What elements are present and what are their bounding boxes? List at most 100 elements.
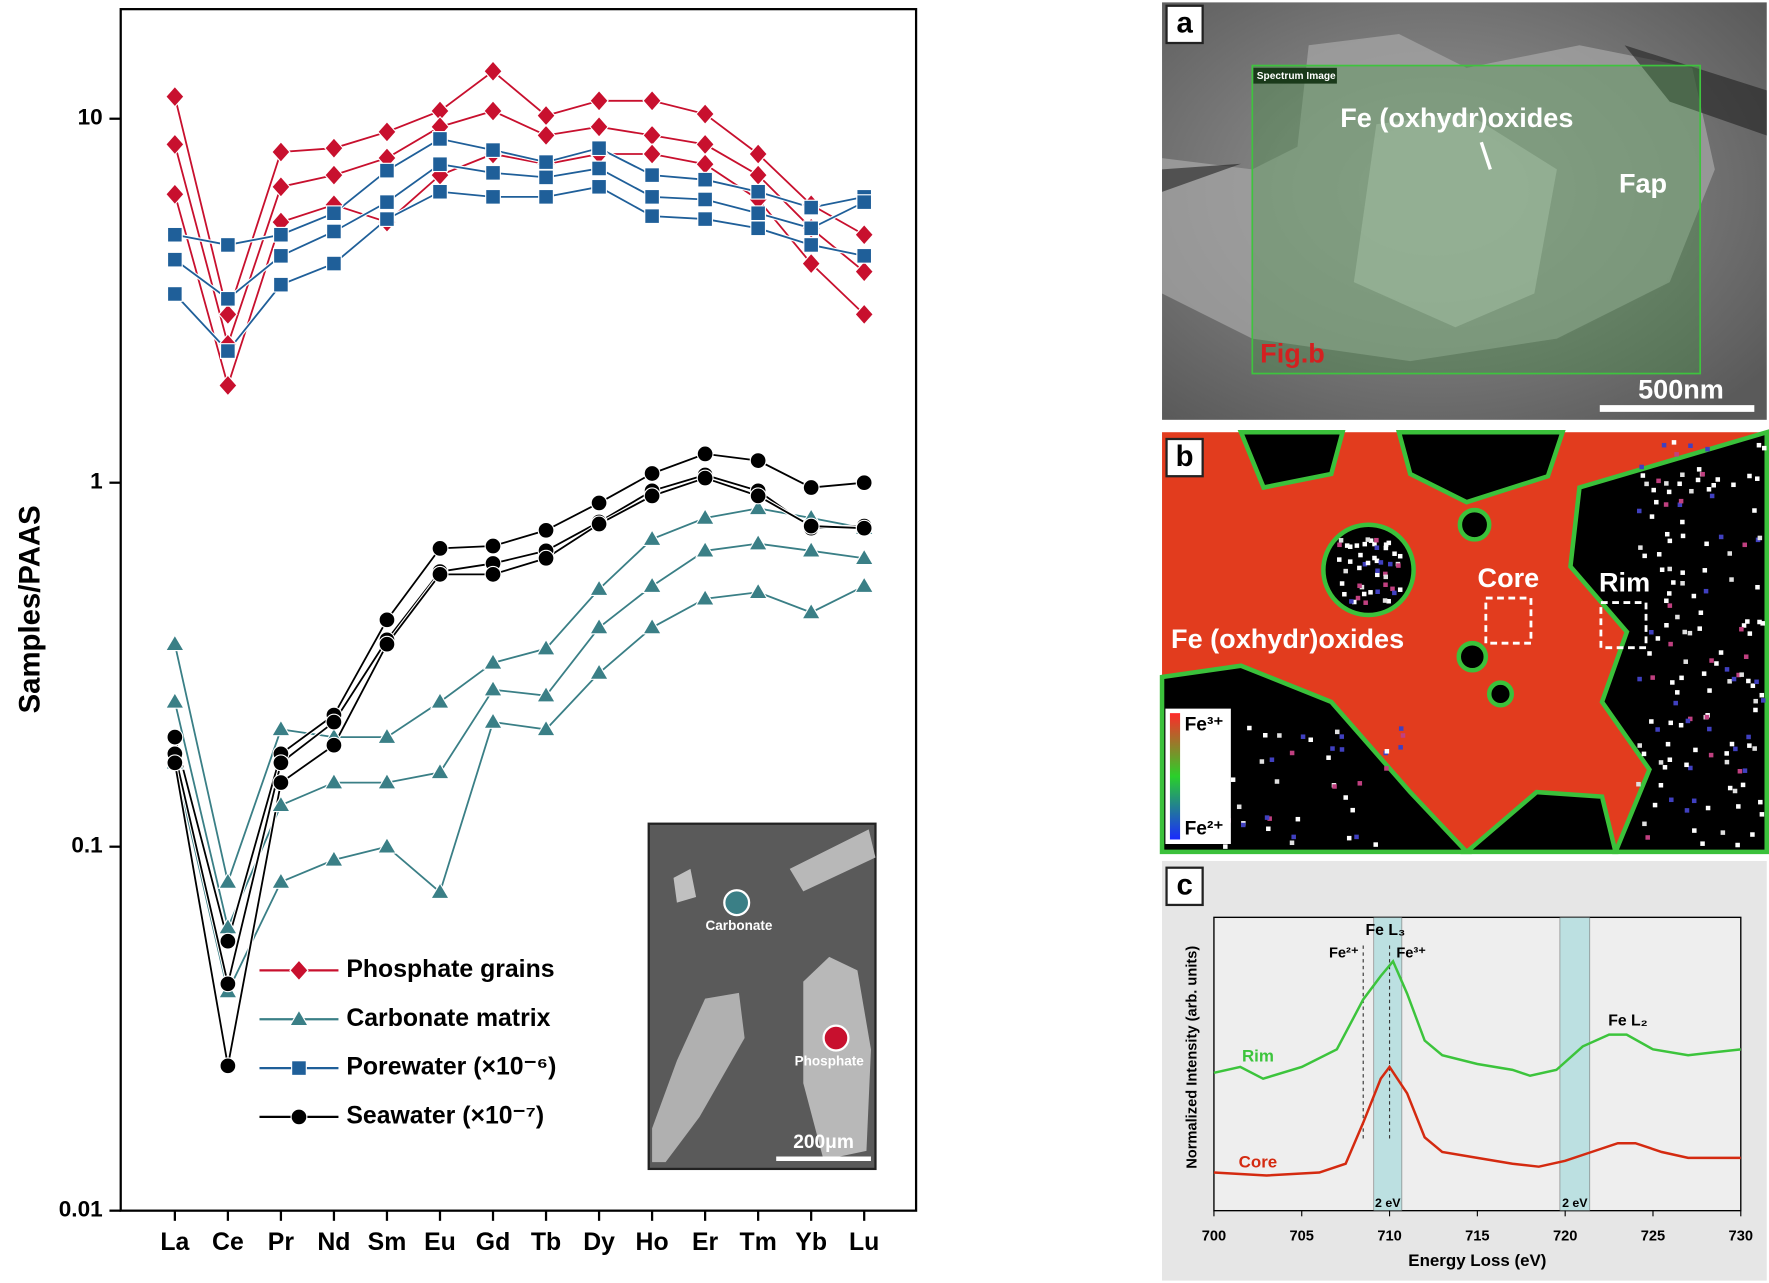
series-line bbox=[173, 110, 865, 348]
marker bbox=[803, 199, 820, 216]
marker bbox=[484, 565, 502, 583]
noise-pixel bbox=[1392, 551, 1397, 556]
noise-pixel bbox=[1739, 626, 1744, 632]
legend-label: Porewater (×10⁻⁶) bbox=[346, 1054, 556, 1081]
noise-pixel bbox=[1667, 591, 1672, 596]
marker bbox=[537, 549, 555, 567]
noise-pixel bbox=[1354, 834, 1359, 840]
marker bbox=[290, 1108, 308, 1126]
marker bbox=[376, 726, 397, 744]
noise-pixel bbox=[1701, 671, 1707, 676]
noise-pixel bbox=[1357, 565, 1362, 571]
noise-pixel bbox=[1652, 802, 1658, 808]
noise-pixel bbox=[1680, 570, 1685, 575]
noise-pixel bbox=[1729, 577, 1734, 582]
noise-pixel bbox=[1263, 732, 1268, 738]
noise-pixel bbox=[1709, 493, 1715, 499]
rim-label: Rim bbox=[1599, 567, 1650, 598]
marker bbox=[272, 754, 290, 772]
series-line bbox=[173, 507, 865, 886]
marker bbox=[750, 205, 767, 222]
noise-pixel bbox=[1383, 574, 1389, 580]
noise-pixel bbox=[1669, 797, 1674, 803]
marker bbox=[697, 211, 714, 227]
noise-pixel bbox=[1759, 692, 1765, 698]
x-tick-label: Eu bbox=[424, 1229, 456, 1256]
noise-pixel bbox=[1374, 558, 1380, 564]
colorbar-bottom: Fe²⁺ bbox=[1185, 818, 1224, 839]
series-line bbox=[174, 185, 865, 353]
noise-pixel bbox=[1300, 734, 1306, 739]
noise-pixel bbox=[1758, 799, 1763, 805]
box-label-bg bbox=[1253, 67, 1337, 84]
marker bbox=[856, 194, 873, 211]
noise-pixel bbox=[1714, 661, 1719, 666]
noise-pixel bbox=[1693, 747, 1698, 753]
panel-letter: b bbox=[1176, 440, 1194, 473]
noise-pixel bbox=[1397, 553, 1403, 559]
marker bbox=[589, 617, 610, 635]
marker bbox=[642, 617, 663, 635]
noise-pixel bbox=[1750, 683, 1756, 688]
noise-pixel bbox=[1727, 551, 1732, 556]
noise-pixel bbox=[1750, 832, 1755, 837]
noise-pixel bbox=[1696, 467, 1702, 472]
marker bbox=[270, 719, 291, 737]
noise-pixel bbox=[1708, 752, 1714, 758]
marker bbox=[218, 374, 238, 397]
noise-pixel bbox=[1760, 698, 1766, 703]
marker bbox=[695, 540, 716, 558]
x-tick-label: Sm bbox=[368, 1229, 407, 1256]
noise-pixel bbox=[1715, 477, 1721, 482]
y-axis-title: Samples/PAAS bbox=[13, 505, 46, 713]
noise-pixel bbox=[1664, 481, 1669, 486]
noise-pixel bbox=[1704, 541, 1709, 547]
marker bbox=[326, 223, 342, 240]
marker bbox=[695, 588, 716, 606]
marker bbox=[166, 286, 183, 302]
series-line bbox=[173, 585, 865, 995]
noise-pixel bbox=[1724, 751, 1729, 756]
marker bbox=[589, 89, 609, 112]
noise-pixel bbox=[1640, 473, 1646, 478]
noise-pixel bbox=[1339, 734, 1345, 739]
noise-pixel bbox=[1649, 629, 1654, 635]
noise-pixel bbox=[1365, 537, 1371, 542]
noise-pixel bbox=[1698, 610, 1704, 615]
noise-pixel bbox=[1667, 757, 1673, 762]
noise-pixel bbox=[1291, 834, 1296, 840]
noise-pixel bbox=[1384, 749, 1390, 754]
marker bbox=[591, 140, 607, 157]
marker bbox=[378, 635, 396, 653]
core-box bbox=[1484, 596, 1533, 645]
noise-pixel bbox=[1673, 700, 1678, 706]
noise-pixel bbox=[1755, 584, 1760, 590]
noise-pixel bbox=[1718, 534, 1724, 540]
noise-pixel bbox=[1338, 538, 1344, 543]
marker bbox=[270, 795, 291, 813]
noise-pixel bbox=[1357, 781, 1363, 786]
x-tick-label: Ho bbox=[636, 1229, 669, 1256]
marker bbox=[855, 519, 873, 537]
marker bbox=[432, 156, 448, 173]
noise-pixel bbox=[1223, 844, 1228, 849]
noise-pixel bbox=[1727, 679, 1732, 684]
noise-pixel bbox=[1368, 538, 1374, 543]
noise-pixel bbox=[1352, 599, 1357, 605]
noise-pixel bbox=[1747, 743, 1752, 748]
noise-pixel bbox=[1326, 755, 1331, 760]
noise-pixel bbox=[1668, 720, 1673, 726]
noise-pixel bbox=[1687, 716, 1693, 722]
noise-pixel bbox=[1655, 636, 1661, 641]
colorbar-top: Fe³⁺ bbox=[1185, 715, 1224, 736]
marker bbox=[590, 515, 608, 533]
noise-pixel bbox=[1760, 621, 1765, 626]
x-tick-label: 700 bbox=[1202, 1228, 1226, 1244]
series-label: Core bbox=[1239, 1153, 1278, 1172]
marker bbox=[856, 247, 873, 264]
band-label: 2 eV bbox=[1562, 1196, 1588, 1210]
reference-label: Fe³⁺ bbox=[1396, 945, 1426, 961]
noise-pixel bbox=[1259, 759, 1265, 764]
noise-pixel bbox=[1383, 571, 1388, 577]
x-tick-label: Dy bbox=[583, 1229, 615, 1256]
